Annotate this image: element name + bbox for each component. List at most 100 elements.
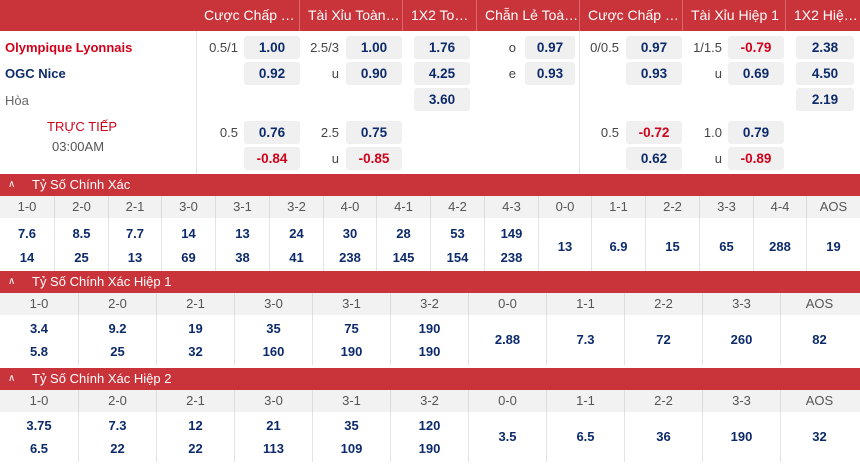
score-cell[interactable]: 2.88 [468,315,546,365]
score-cell[interactable]: 75 190 [312,315,390,365]
score-cell[interactable]: 7.3 [546,315,624,365]
alt-hdp-away-odds[interactable]: -0.84 [244,147,300,170]
draw-score-odds[interactable]: 2.88 [494,332,521,347]
score-cell[interactable]: 32 [780,412,858,462]
away-win-odds[interactable]: 22 [188,441,203,456]
home-win-odds[interactable]: 75 [344,321,359,336]
score-cell[interactable]: 30 238 [323,218,376,292]
h1-hdp-away-odds[interactable]: 0.93 [626,62,682,85]
away-win-odds[interactable]: 238 [500,250,523,265]
home-win-odds[interactable]: 24 [289,226,304,241]
score-cell[interactable]: 21 113 [234,412,312,462]
score-cell[interactable]: 19 32 [156,315,234,365]
score-cell[interactable]: 6.5 [546,412,624,462]
chevron-up-icon[interactable]: ∧ [8,373,16,384]
away-win-odds[interactable]: 41 [289,250,304,265]
section-header[interactable]: ∧ Tỷ Số Chính Xác Hiệp 1 [0,271,860,293]
away-win-odds[interactable]: 113 [263,441,284,456]
oe-odd-odds[interactable]: 0.97 [525,36,575,59]
header-handicap-h1[interactable]: Cược Chấp H… [579,0,682,31]
h1-x12-home-odds[interactable]: 2.38 [796,36,854,59]
score-cell[interactable]: 14 69 [161,218,215,292]
score-cell[interactable]: 288 [753,218,806,292]
home-win-odds[interactable]: 9.2 [108,321,127,336]
away-win-odds[interactable]: 238 [339,250,361,265]
away-win-odds[interactable]: 145 [392,250,415,265]
score-cell[interactable]: 120 190 [390,412,468,462]
draw-score-odds[interactable]: 6.5 [576,429,595,444]
draw-score-odds[interactable]: 65 [719,239,734,254]
away-win-odds[interactable]: 190 [418,441,441,456]
home-win-odds[interactable]: 149 [500,226,523,241]
draw-score-odds[interactable]: 19 [826,239,841,254]
header-over-under-h1[interactable]: Tài Xỉu Hiệp 1 [682,0,785,31]
score-cell[interactable]: 35 109 [312,412,390,462]
home-win-odds[interactable]: 13 [235,226,250,241]
home-win-odds[interactable]: 3.75 [26,418,52,433]
h1-x12-away-odds[interactable]: 4.50 [796,62,854,85]
away-win-odds[interactable]: 109 [340,441,363,456]
alt-h1-hdp-home-odds[interactable]: -0.72 [626,121,682,144]
section-header[interactable]: ∧ Tỷ Số Chính Xác [0,174,860,196]
score-cell[interactable]: 13 38 [215,218,269,292]
draw-score-odds[interactable]: 36 [656,429,671,444]
alt-hdp-home-odds[interactable]: 0.76 [244,121,300,144]
away-win-odds[interactable]: 6.5 [29,441,49,456]
away-win-odds[interactable]: 38 [235,250,250,265]
score-cell[interactable]: 7.3 22 [78,412,156,462]
score-cell[interactable]: 13 [538,218,591,292]
home-win-odds[interactable]: 8.5 [72,226,91,241]
score-cell[interactable]: 35 160 [234,315,312,365]
hdp-away-odds[interactable]: 0.92 [244,62,300,85]
draw-score-odds[interactable]: 72 [656,332,671,347]
home-win-odds[interactable]: 21 [266,418,281,433]
away-win-odds[interactable]: 154 [446,250,469,265]
home-win-odds[interactable]: 190 [418,321,441,336]
home-win-odds[interactable]: 14 [181,226,196,241]
home-win-odds[interactable]: 3.4 [29,321,49,336]
score-cell[interactable]: 72 [624,315,702,365]
draw-score-odds[interactable]: 7.3 [576,332,595,347]
away-team-name[interactable]: OGC Nice [5,66,66,81]
away-win-odds[interactable]: 14 [19,250,35,265]
score-cell[interactable]: 190 [702,412,780,462]
h1-ou-under-odds[interactable]: 0.69 [728,62,784,85]
header-1x2-ft[interactable]: 1X2 Toà… [402,0,476,31]
alt-ou-under-odds[interactable]: -0.85 [346,147,402,170]
away-win-odds[interactable]: 13 [127,250,143,265]
home-win-odds[interactable]: 12 [188,418,203,433]
x12-draw-odds[interactable]: 3.60 [414,88,470,111]
h1-ou-over-odds[interactable]: -0.79 [728,36,784,59]
score-cell[interactable]: 7.6 14 [0,218,54,292]
home-win-odds[interactable]: 7.6 [17,226,37,241]
ou-under-odds[interactable]: 0.90 [346,62,402,85]
chevron-up-icon[interactable]: ∧ [8,276,16,287]
ou-over-odds[interactable]: 1.00 [346,36,402,59]
away-win-odds[interactable]: 69 [181,250,196,265]
alt-h1-hdp-away-odds[interactable]: 0.62 [626,147,682,170]
away-win-odds[interactable]: 190 [340,344,363,359]
away-win-odds[interactable]: 5.8 [29,344,49,359]
score-cell[interactable]: 149 238 [484,218,538,292]
away-win-odds[interactable]: 25 [110,344,125,359]
alt-ou-over-odds[interactable]: 0.75 [346,121,402,144]
draw-score-odds[interactable]: 82 [812,332,827,347]
draw-score-odds[interactable]: 288 [769,239,791,254]
score-cell[interactable]: 82 [780,315,858,365]
score-cell[interactable]: 12 22 [156,412,234,462]
x12-away-odds[interactable]: 4.25 [414,62,470,85]
draw-score-odds[interactable]: 3.5 [498,429,517,444]
draw-score-odds[interactable]: 6.9 [609,239,628,254]
home-win-odds[interactable]: 19 [188,321,203,336]
section-header[interactable]: ∧ Tỷ Số Chính Xác Hiệp 2 [0,368,860,390]
header-handicap-ft[interactable]: Cược Chấp T… [204,7,299,23]
home-team-name[interactable]: Olympique Lyonnais [5,40,133,55]
draw-score-odds[interactable]: 260 [730,332,753,347]
score-cell[interactable]: 260 [702,315,780,365]
score-cell[interactable]: 24 41 [269,218,323,292]
score-cell[interactable]: 3.75 6.5 [0,412,78,462]
away-win-odds[interactable]: 22 [110,441,125,456]
away-win-odds[interactable]: 160 [262,344,285,359]
header-over-under-ft[interactable]: Tài Xỉu Toàn … [299,0,402,31]
draw-score-odds[interactable]: 190 [730,429,753,444]
